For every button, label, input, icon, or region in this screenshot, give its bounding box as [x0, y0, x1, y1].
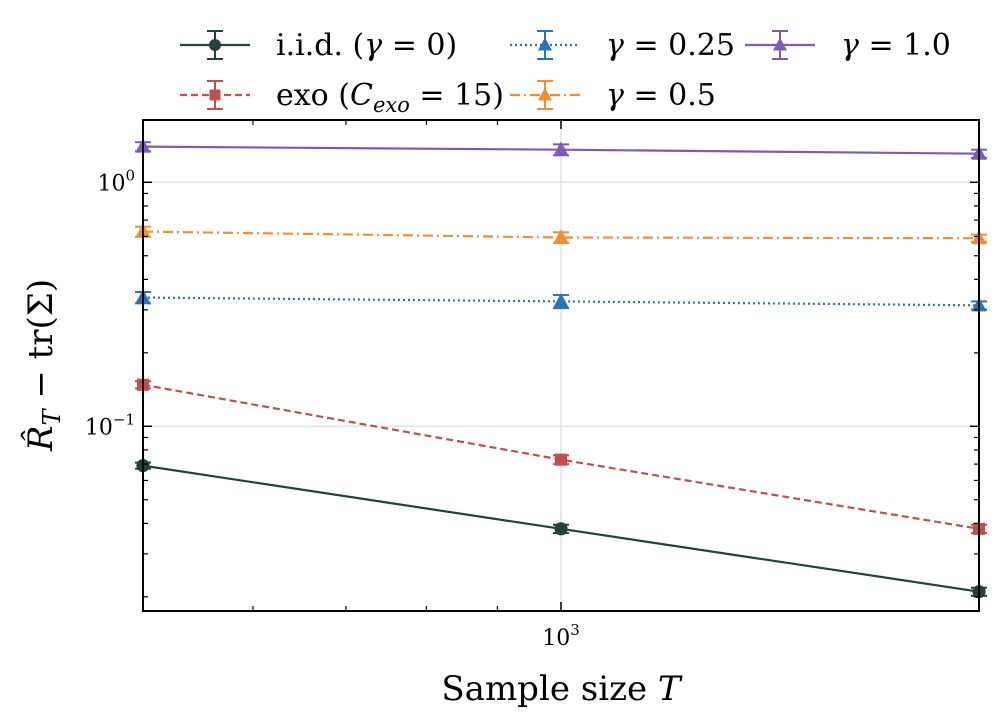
- legend-label: γ = 1.0: [841, 28, 951, 63]
- legend-marker: [538, 87, 552, 101]
- legend-label: exo (Cexo = 15): [276, 78, 504, 117]
- y-axis-label: R̂T − tr(Σ): [20, 279, 66, 452]
- series-line: [143, 296, 979, 307]
- legend-entry: exo (Cexo = 15): [180, 78, 504, 117]
- legend-entry: i.i.d. (γ = 0): [180, 28, 457, 63]
- legend-marker: [209, 39, 221, 51]
- legend-entry: γ = 0.25: [510, 28, 735, 63]
- y-tick-label: 10−1: [85, 410, 135, 440]
- y-tick-label: 100: [97, 166, 135, 196]
- legend-marker: [538, 37, 552, 51]
- y-tick-base: 10: [85, 415, 113, 440]
- y-tick-base: 10: [97, 171, 125, 196]
- legend-label: γ = 0.5: [606, 78, 716, 113]
- x-axis-label: Sample size T: [441, 669, 683, 709]
- y-axis-label-text: R̂T − tr(Σ): [20, 279, 66, 452]
- legend-entry: γ = 1.0: [745, 28, 951, 63]
- x-tick-base: 10: [542, 626, 570, 651]
- x-tick-exp: 3: [570, 621, 580, 639]
- data-point: [554, 453, 568, 466]
- data-point: [553, 229, 569, 244]
- legend-label: i.i.d. (γ = 0): [276, 28, 457, 63]
- y-tick-exp: −1: [113, 410, 135, 428]
- data-point: [553, 141, 569, 156]
- x-axis-label-text: Sample size: [441, 669, 658, 709]
- data-point: [554, 522, 568, 536]
- data-point: [553, 293, 569, 308]
- legend-marker: [209, 89, 221, 101]
- legend-entry: γ = 0.5: [510, 78, 716, 113]
- legend-label: γ = 0.25: [606, 28, 735, 63]
- x-tick-label: 103: [542, 621, 580, 651]
- y-tick-exp: 0: [125, 166, 135, 184]
- legend: i.i.d. (γ = 0) exo (Cexo = 15) γ = 0.25 γ =…: [180, 28, 951, 117]
- legend-marker: [773, 37, 787, 51]
